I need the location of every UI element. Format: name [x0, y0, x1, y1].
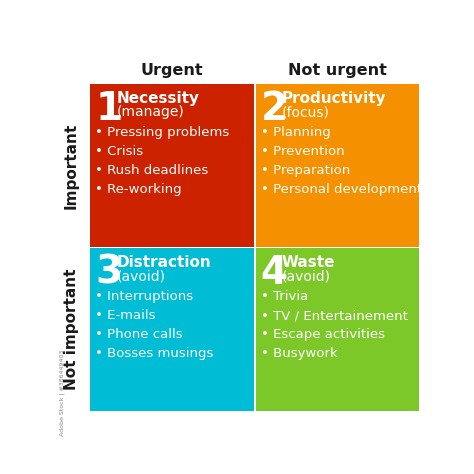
Text: • Interruptions: • Interruptions	[95, 291, 193, 303]
Text: Necessity: Necessity	[117, 91, 200, 106]
Text: Adobe Stock | #386449403: Adobe Stock | #386449403	[59, 349, 65, 436]
Text: • Pressing problems: • Pressing problems	[95, 126, 229, 139]
Text: (avoid): (avoid)	[117, 269, 165, 283]
Bar	[91, 84, 254, 246]
Text: • Bosses musings: • Bosses musings	[95, 347, 214, 360]
Text: • Crisis: • Crisis	[95, 145, 143, 158]
Text: • TV / Entertainement: • TV / Entertainement	[261, 310, 408, 322]
Text: • Trivia: • Trivia	[261, 291, 308, 303]
Text: (avoid): (avoid)	[282, 269, 331, 283]
Text: (focus): (focus)	[282, 105, 330, 119]
Text: 3: 3	[95, 254, 122, 292]
Text: Productivity: Productivity	[282, 91, 386, 106]
Bar	[256, 248, 419, 411]
Text: • Escape activities: • Escape activities	[261, 328, 384, 341]
Text: Waste: Waste	[282, 255, 336, 271]
Text: (manage): (manage)	[117, 105, 184, 119]
Text: 2: 2	[261, 90, 288, 128]
Text: • Phone calls: • Phone calls	[95, 328, 183, 341]
Text: • Planning: • Planning	[261, 126, 330, 139]
Text: • Personal development: • Personal development	[261, 183, 422, 196]
Bar	[256, 84, 419, 246]
Text: • Rush deadlines: • Rush deadlines	[95, 164, 209, 177]
Bar	[91, 248, 254, 411]
Text: • E-mails: • E-mails	[95, 310, 156, 322]
Text: Not important: Not important	[64, 269, 79, 391]
Text: • Preparation: • Preparation	[261, 164, 350, 177]
Text: Important: Important	[64, 122, 79, 209]
Text: 4: 4	[261, 254, 288, 292]
Text: • Prevention: • Prevention	[261, 145, 344, 158]
Text: Distraction: Distraction	[117, 255, 211, 271]
Text: Urgent: Urgent	[141, 63, 203, 78]
Text: • Busywork: • Busywork	[261, 347, 337, 360]
Text: 1: 1	[95, 90, 122, 128]
Text: • Re-working: • Re-working	[95, 183, 182, 196]
Text: Not urgent: Not urgent	[288, 63, 387, 78]
